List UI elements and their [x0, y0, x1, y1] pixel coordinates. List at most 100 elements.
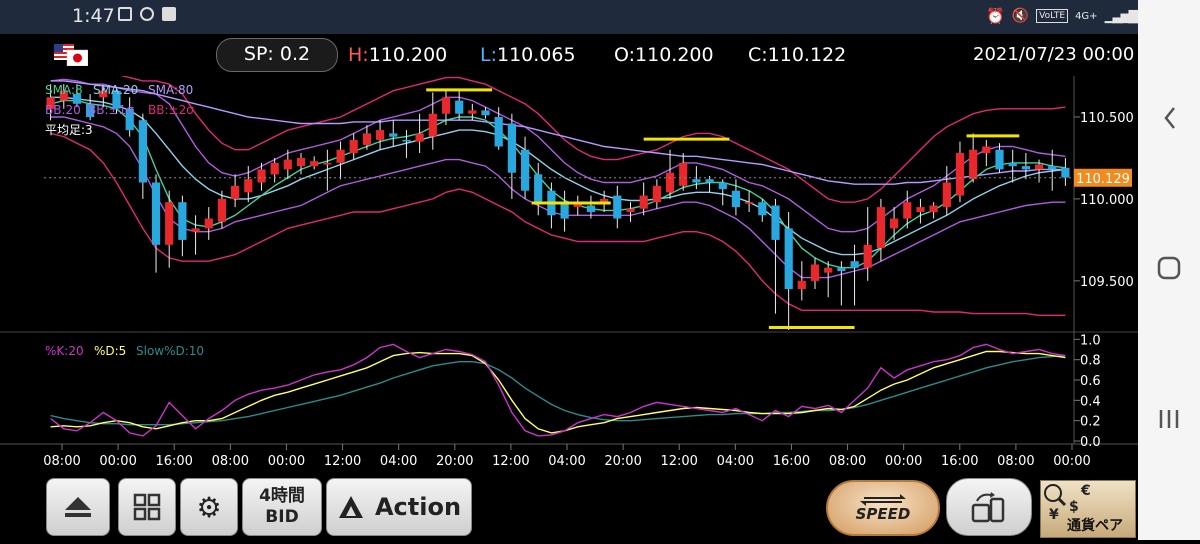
bullish-candle-body	[231, 185, 240, 199]
stoch-tick-label: 0.2	[1080, 415, 1101, 430]
usd-jpy-flag-icon	[54, 44, 88, 66]
bullish-candle-body	[876, 207, 885, 249]
candle	[151, 174, 161, 273]
eject-icon	[65, 497, 91, 517]
gear-icon: ⚙	[196, 490, 222, 524]
candle	[494, 107, 503, 150]
bullish-candle-body	[810, 264, 820, 281]
bullish-candle-body	[890, 218, 899, 229]
candle	[573, 195, 582, 216]
home-icon[interactable]	[1157, 256, 1181, 280]
svg-text:¥: ¥	[1049, 507, 1059, 521]
eject-button[interactable]	[46, 478, 110, 536]
speed-order-button[interactable]: SPEED	[826, 480, 940, 536]
time-tick-label: 16:00	[155, 454, 192, 469]
candle	[1061, 157, 1070, 186]
time-tick-label: 12:00	[660, 454, 697, 469]
bearish-candle-body	[1048, 166, 1057, 170]
candle	[428, 92, 437, 150]
stoch-tick-label: 0.0	[1080, 435, 1101, 450]
currency-pair-label: 通貨ペア	[1067, 518, 1123, 534]
bullish-candle-body	[797, 280, 806, 289]
bullish-candle-body	[296, 157, 306, 167]
bullish-candle-body	[46, 97, 55, 109]
candle	[771, 198, 780, 314]
bullish-candle-body	[929, 205, 938, 213]
bullish-candle-body	[323, 162, 332, 165]
indicator-legend: SMA:8 SMA:20 SMA:80 BB:20 BB:±1σ BB:±2σ …	[45, 83, 204, 358]
bearish-candle-body	[560, 202, 569, 219]
low-value: 110.065	[497, 44, 576, 66]
back-icon[interactable]	[1164, 107, 1175, 129]
rotate-screen-button[interactable]	[946, 478, 1032, 536]
bearish-candle-body	[784, 228, 793, 289]
bullish-candle-body	[376, 130, 385, 140]
currency-pair[interactable]: USD/JPY	[94, 41, 203, 67]
candle	[59, 84, 68, 109]
mute-icon: 🔇	[1011, 8, 1030, 24]
stoch-tick-label: 0.8	[1080, 354, 1101, 369]
candle	[560, 190, 569, 232]
bullish-candle-body	[165, 202, 174, 245]
candle	[837, 261, 846, 306]
sma8-label: SMA:8	[45, 83, 83, 97]
candle	[481, 107, 490, 119]
time-tick-label: 16:00	[941, 454, 978, 469]
currency-pair-button[interactable]: € $ ¥ 通貨ペア	[1040, 480, 1136, 538]
candle	[547, 182, 556, 229]
candle	[534, 162, 543, 216]
candle	[323, 149, 332, 191]
checkbox-notification-icon	[162, 7, 176, 21]
time-tick-label: 12:00	[492, 454, 529, 469]
bearish-candle-body	[125, 108, 134, 131]
bb1-upper-line	[50, 78, 1066, 233]
sma80-label: SMA:80	[148, 83, 193, 97]
price-chart[interactable]: 110.129 110.500 110.000 109.500 1.0 0.8 0.6 0.4…	[0, 76, 1138, 472]
candle	[890, 207, 899, 240]
bearish-candle-body	[521, 149, 530, 191]
chart-axes: 110.129 110.500 110.000 109.500 1.0 0.8 0.6 0.4…	[0, 76, 1138, 469]
status-time: 1:47	[72, 5, 115, 27]
recents-icon[interactable]	[1159, 410, 1179, 428]
candle	[613, 185, 622, 229]
stoch-k-label: %K:20	[45, 344, 84, 358]
bullish-candle-body	[310, 161, 319, 167]
candle	[270, 157, 279, 183]
candle	[231, 174, 240, 208]
time-tick-label: 16:00	[773, 454, 810, 469]
bullish-candle-body	[283, 159, 292, 170]
sma8-line	[50, 99, 1066, 269]
candle	[982, 139, 991, 167]
candlestick-panel[interactable]	[44, 76, 1072, 330]
layout-button[interactable]	[118, 478, 176, 536]
candle	[758, 198, 767, 222]
stochastic-panel[interactable]	[50, 343, 1066, 437]
bearish-candle-body	[995, 149, 1004, 170]
candle	[376, 120, 385, 150]
bearish-candle-body	[705, 179, 714, 183]
stoch-slow-label: Slow%D:10	[136, 344, 204, 358]
candle	[929, 202, 938, 219]
candle	[876, 198, 885, 262]
volte-icon: VoLTE	[1036, 9, 1069, 23]
stoch-tick-label: 1.0	[1080, 333, 1101, 348]
action-button[interactable]: Action	[326, 478, 472, 536]
candle	[389, 120, 398, 147]
bullish-candle-body	[336, 149, 345, 163]
time-tick-label: 00:00	[268, 454, 305, 469]
bullish-candle-body	[59, 90, 68, 101]
candle	[441, 90, 451, 126]
timeframe-button[interactable]: 4時間 BID	[242, 478, 322, 536]
candle	[692, 166, 701, 190]
bullish-candle-body	[665, 172, 675, 193]
candle	[863, 207, 872, 281]
candle	[336, 141, 345, 180]
settings-button[interactable]: ⚙	[180, 478, 238, 536]
candle	[679, 153, 688, 191]
bullish-candle-body	[349, 139, 358, 153]
screen-rotate-icon	[971, 492, 1005, 523]
signal-icon: ▁▃▅▇	[1104, 8, 1139, 24]
time-tick-label: 04:00	[380, 454, 417, 469]
candle	[1008, 149, 1017, 183]
candle	[639, 182, 648, 216]
